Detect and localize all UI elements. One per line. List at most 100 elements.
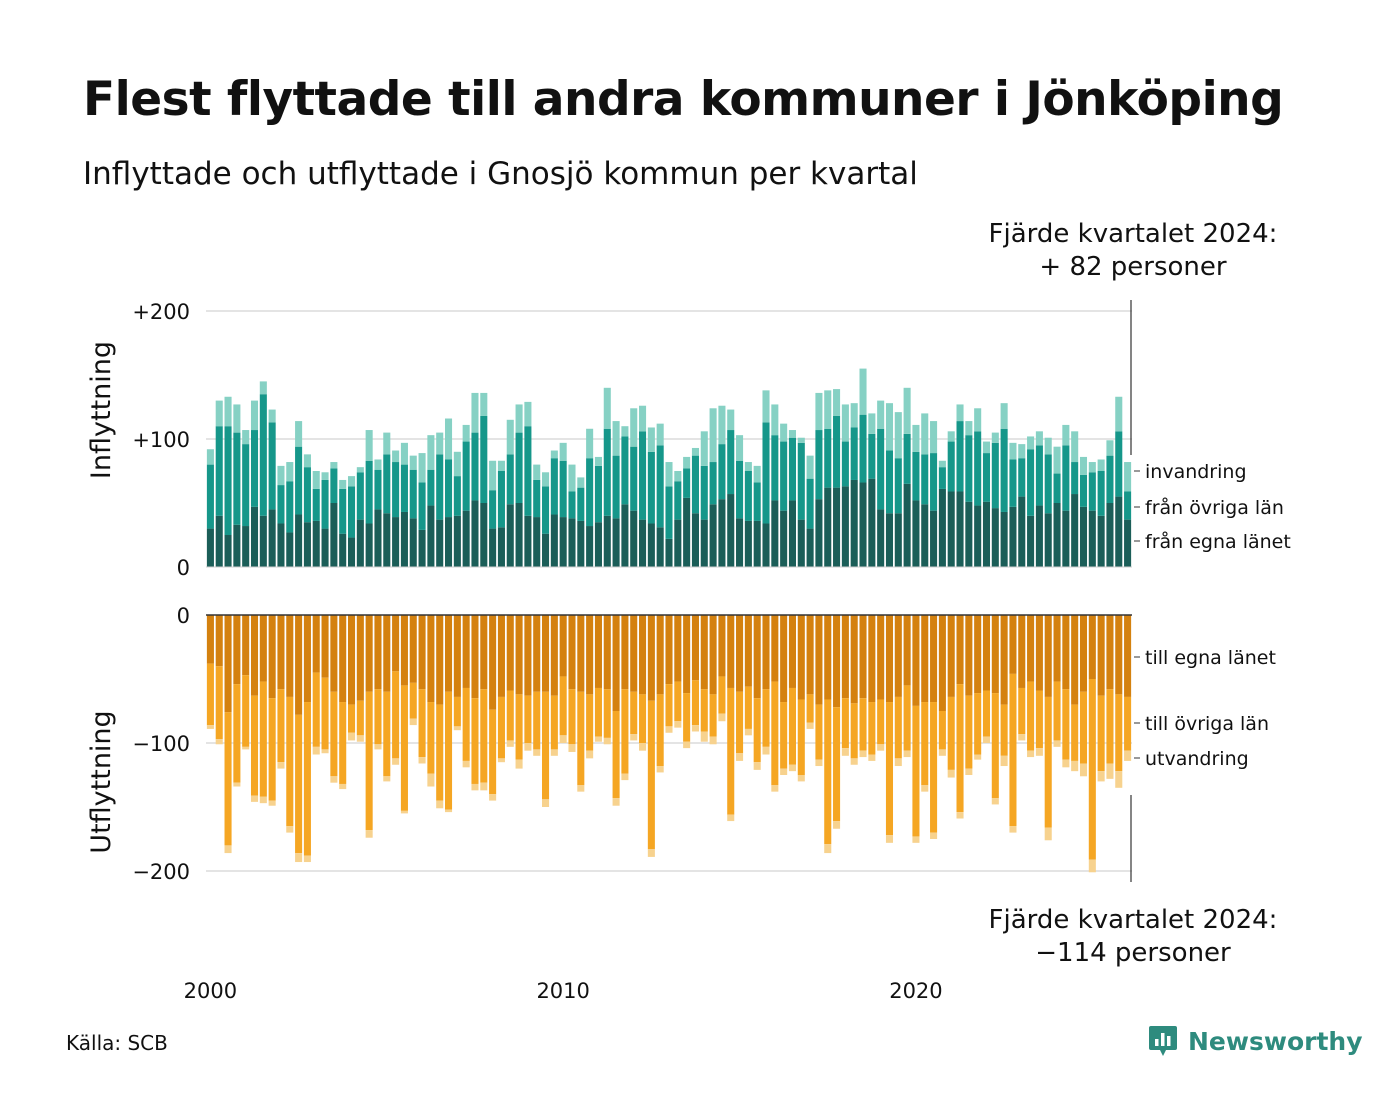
inflyttning-bar: [277, 523, 285, 567]
inflyttning-bar: [392, 450, 400, 463]
utflyttning-axis-label: Utflyttning: [86, 710, 117, 853]
inflyttning-bar: [242, 444, 250, 527]
inflyttning-bar: [268, 509, 276, 567]
inflyttning-bar: [850, 403, 858, 428]
inflyttning-bar: [665, 462, 673, 487]
inflyttning-bar: [921, 504, 929, 567]
inflyttning-bar: [568, 491, 576, 519]
utflyttning-bar: [365, 691, 373, 831]
inflyttning-bar: [991, 442, 999, 509]
utflyttning-bar: [938, 711, 946, 750]
inflyttning-bar: [771, 404, 779, 436]
inflyttning-series-label: från egna länet: [1145, 530, 1291, 553]
utflyttning-bar: [347, 615, 356, 705]
annotation-bottom-line1: Fjärde kvartalet 2024:: [988, 905, 1278, 935]
utflyttning-bar: [868, 702, 876, 755]
utflyttning-bar: [912, 705, 920, 837]
utflyttning-bar: [744, 728, 752, 736]
inflyttning-bar: [524, 515, 532, 567]
inflyttning-bar: [647, 451, 655, 524]
utflyttning-bar: [815, 615, 823, 705]
utflyttning-series-label: till egna länet: [1145, 647, 1276, 669]
utflyttning-bar: [833, 615, 841, 708]
utflyttning-bar: [1097, 615, 1105, 696]
inflyttning-bar: [1035, 505, 1043, 567]
x-axis-year-label: 2020: [889, 979, 942, 1003]
inflyttning-bar: [815, 392, 823, 431]
utflyttning-bar: [392, 671, 400, 759]
utflyttning-bar: [303, 855, 311, 863]
utflyttning-bar: [674, 721, 682, 728]
utflyttning-bar: [1018, 687, 1026, 735]
inflyttning-bar: [877, 428, 885, 510]
utflyttning-bar: [974, 615, 982, 694]
utflyttning-bar: [665, 615, 673, 685]
inflyttning-bar: [744, 520, 752, 567]
inflyttning-bar: [833, 389, 841, 416]
utflyttning-bar: [859, 615, 867, 699]
inflyttning-bar: [727, 409, 735, 431]
inflyttning-bar: [347, 486, 356, 538]
inflyttning-bar: [665, 486, 673, 539]
utflyttning-bar: [947, 769, 955, 778]
inflyttning-bar: [250, 506, 259, 567]
utflyttning-bar: [868, 615, 876, 703]
inflyttning-bar: [436, 519, 444, 567]
utflyttning-bar: [1079, 691, 1088, 764]
utflyttning-bar: [965, 695, 973, 769]
utflyttning-bar: [656, 766, 664, 773]
utflyttning-bar: [700, 689, 708, 732]
inflyttning-bar: [224, 426, 232, 535]
inflyttning-bar: [550, 458, 558, 515]
inflyttning-bar: [824, 390, 832, 429]
inflyttning-bar: [392, 517, 400, 567]
inflyttning-bar: [418, 529, 426, 567]
inflyttning-bar: [1053, 446, 1061, 474]
utflyttning-bar: [1009, 673, 1017, 827]
source-note: Källa: SCB: [66, 1031, 168, 1055]
utflyttning-bar: [286, 615, 294, 697]
inflyttning-bar: [788, 430, 796, 438]
inflyttning-bar: [286, 462, 294, 482]
inflyttning-bar: [859, 482, 867, 567]
inflyttning-bar: [286, 532, 294, 567]
utflyttning-bar: [1053, 681, 1061, 741]
utflyttning-bar: [268, 615, 276, 699]
inflyttning-bar: [930, 453, 938, 511]
utflyttning-bar: [744, 686, 752, 729]
utflyttning-bar: [436, 800, 444, 809]
utflyttning-bar: [453, 696, 461, 727]
utflyttning-bar: [683, 693, 691, 742]
utflyttning-bar: [753, 762, 761, 770]
utflyttning-bar: [982, 690, 991, 737]
utflyttning-bar: [497, 758, 505, 763]
inflyttning-bar: [559, 442, 567, 461]
utflyttning-bar: [1027, 615, 1035, 682]
inflyttning-bar: [462, 424, 470, 442]
inflyttning-bar: [683, 456, 691, 469]
utflyttning-bar: [815, 759, 823, 767]
inflyttning-bar: [762, 390, 770, 423]
utflyttning-bar: [515, 759, 523, 769]
utflyttning-bar: [647, 849, 655, 857]
utflyttning-bar: [1044, 696, 1052, 828]
inflyttning-bar: [1079, 474, 1088, 507]
utflyttning-bar: [330, 776, 338, 783]
inflyttning-bar: [356, 519, 364, 567]
utflyttning-bar: [1062, 759, 1070, 768]
utflyttning-bar: [550, 749, 558, 756]
annotation-top-line1: Fjärde kvartalet 2024:: [988, 219, 1278, 249]
utflyttning-bar: [1062, 689, 1070, 760]
utflyttning-bar: [427, 615, 435, 703]
utflyttning-bar: [462, 760, 470, 768]
inflyttning-bar: [815, 499, 823, 567]
utflyttning-bar: [771, 615, 779, 682]
utflyttning-bar: [250, 695, 259, 796]
utflyttning-bar: [409, 718, 417, 726]
inflyttning-bar: [250, 430, 259, 507]
inflyttning-bar: [824, 428, 832, 488]
utflyttning-bar: [559, 615, 567, 677]
utflyttning-bar: [1088, 679, 1096, 860]
inflyttning-bar: [630, 408, 638, 447]
inflyttning-bar: [806, 528, 814, 567]
